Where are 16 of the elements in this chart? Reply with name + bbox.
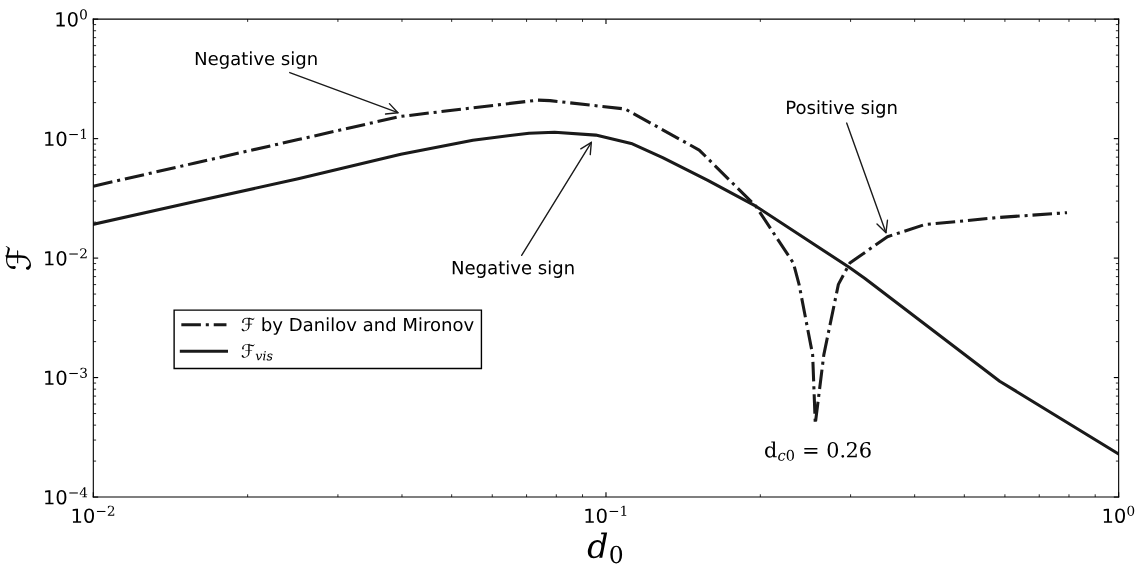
y-tick-label: 10$^{0}$	[56, 9, 87, 27]
x-axis-title: d$_{0}$	[587, 532, 623, 564]
y-tick-label: 10$^{−4}$	[45, 487, 88, 505]
annotation: Negative sign	[452, 260, 574, 278]
x-tick-label: 10$^{−1}$	[585, 505, 627, 524]
annotation: Positive sign	[787, 100, 897, 118]
annotation: Negative sign	[195, 51, 317, 69]
legend-label: ℱ by Danilov and Mironov	[241, 317, 474, 335]
y-axis-title: ℱ	[5, 245, 31, 270]
y-tick-label: 10$^{−1}$	[45, 128, 87, 147]
x-tick-label: 10$^{0}$	[1103, 505, 1135, 524]
y-tick-label: 10$^{−2}$	[45, 248, 87, 266]
x-tick-label: 10$^{−2}$	[72, 505, 115, 524]
y-tick-label: 10$^{−3}$	[45, 367, 87, 386]
annotation: d$_{c0}$ = 0.26	[765, 441, 871, 461]
legend-label: ℱ$_{vis}$	[241, 343, 273, 361]
